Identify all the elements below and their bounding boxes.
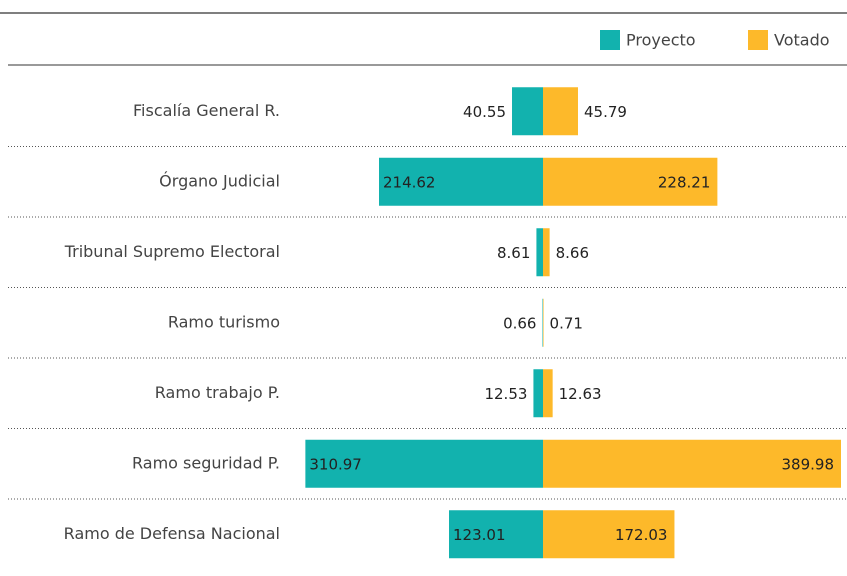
bar <box>305 439 543 488</box>
value-label: 45.79 <box>584 103 627 121</box>
legend-swatch <box>748 30 768 50</box>
legend-label: Votado <box>774 31 830 50</box>
bar <box>449 510 543 559</box>
value-label: 214.62 <box>383 173 436 191</box>
legend-label: Proyecto <box>626 31 696 50</box>
bar <box>543 157 718 206</box>
category-label: Ramo trabajo P. <box>155 383 280 402</box>
category-label: Tribunal Supremo Electoral <box>64 242 280 261</box>
bar <box>543 228 550 277</box>
value-label: 172.03 <box>615 526 668 544</box>
category-label: Fiscalía General R. <box>133 101 280 120</box>
value-label: 123.01 <box>453 526 506 544</box>
value-label: 228.21 <box>658 173 711 191</box>
legend-swatch <box>600 30 620 50</box>
bar <box>543 510 675 559</box>
value-label: 0.66 <box>503 314 536 332</box>
value-label: 8.61 <box>497 244 530 262</box>
value-label: 0.71 <box>550 314 583 332</box>
value-label: 8.66 <box>556 244 589 262</box>
bar <box>378 157 543 206</box>
bar <box>543 369 553 418</box>
category-label: Órgano Judicial <box>159 171 280 190</box>
bar <box>543 298 544 347</box>
value-label: 310.97 <box>309 455 362 473</box>
bar <box>536 228 543 277</box>
bar <box>542 298 543 347</box>
bar <box>533 369 543 418</box>
bar <box>543 439 841 488</box>
category-label: Ramo turismo <box>168 312 280 331</box>
category-label: Ramo de Defensa Nacional <box>64 524 280 543</box>
bar <box>543 87 578 136</box>
value-label: 389.98 <box>782 455 835 473</box>
value-label: 12.63 <box>559 385 602 403</box>
value-label: 12.53 <box>484 385 527 403</box>
bar <box>512 87 543 136</box>
category-label: Ramo seguridad P. <box>132 453 280 472</box>
value-label: 40.55 <box>463 103 506 121</box>
